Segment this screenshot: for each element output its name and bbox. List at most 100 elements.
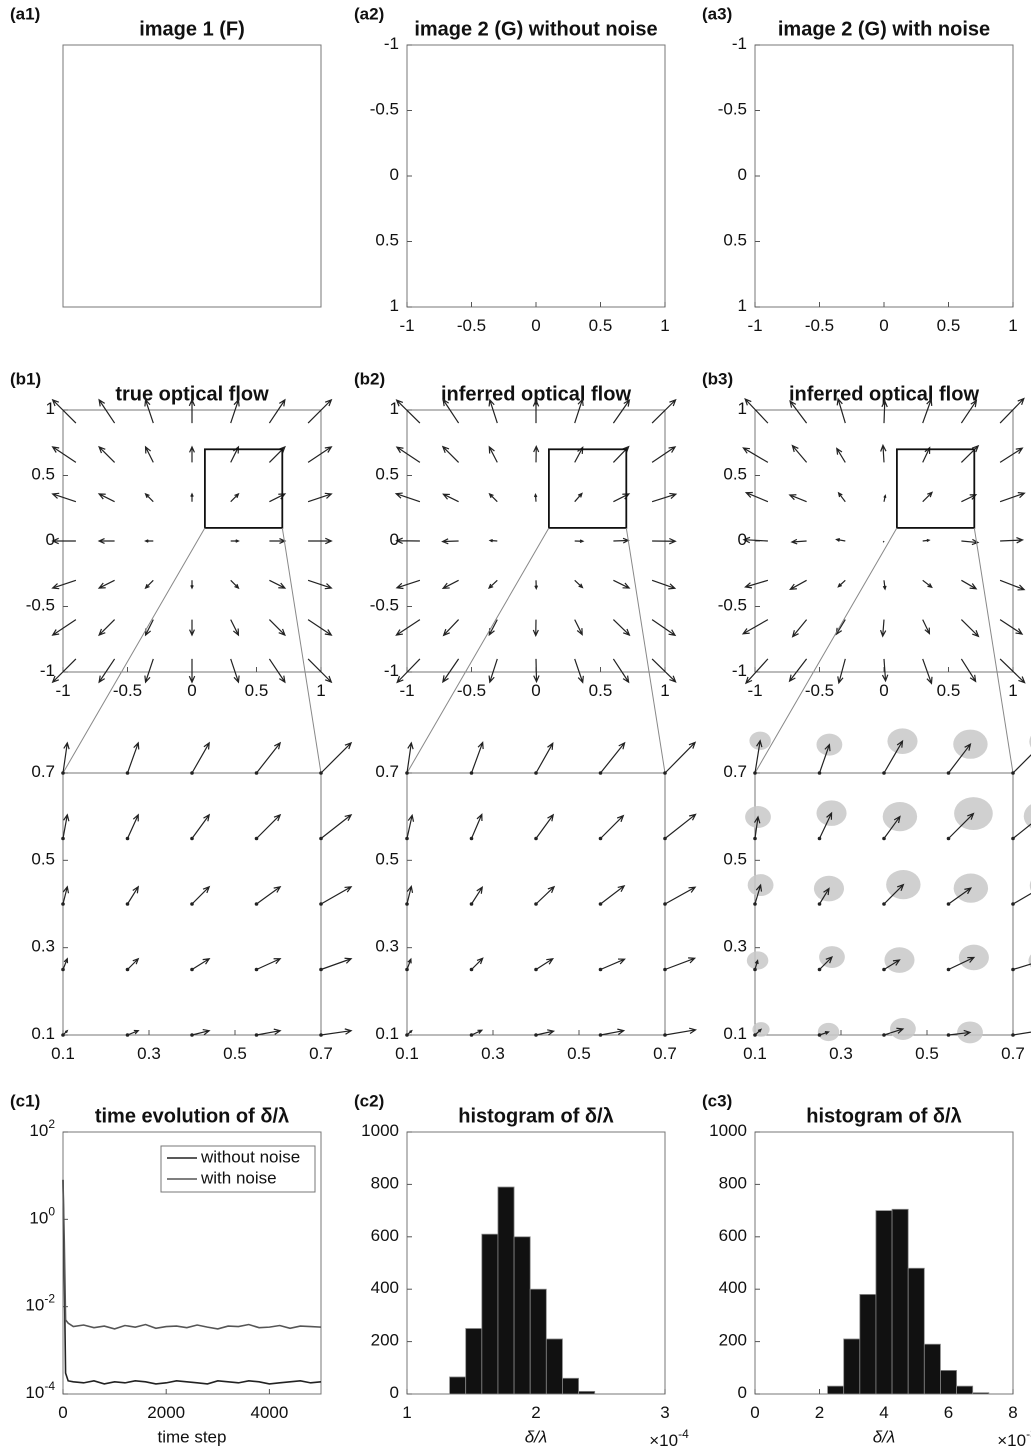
tick-label: 0 [390, 530, 399, 549]
tick-label: 0 [738, 1383, 747, 1402]
flow-arrow [665, 814, 696, 838]
tick-text: -1 [399, 316, 414, 335]
arrow-base [534, 902, 538, 906]
arrow-base [126, 1033, 130, 1037]
flow-arrow [53, 580, 76, 588]
tick-text: 0.1 [723, 1024, 747, 1043]
flow-arrow [443, 659, 459, 682]
flow-arrow [836, 620, 845, 635]
legend-label: with noise [200, 1168, 277, 1187]
tick-text: 1 [316, 681, 325, 700]
arrow-base [190, 771, 194, 775]
flow-arrow [882, 659, 887, 681]
flow-arrow [613, 580, 629, 588]
tick-label: 4 [879, 1403, 888, 1422]
arrow-base [319, 837, 323, 841]
tick-exponent: -4 [44, 1379, 55, 1393]
tick-text: 0.5 [723, 850, 747, 869]
zoom-connector [282, 528, 321, 773]
flow-arrow [443, 494, 458, 501]
flow-arrow [190, 620, 195, 635]
arrow-base [947, 837, 951, 841]
axes-box [407, 45, 665, 307]
flow-arrow [489, 580, 497, 588]
flow-arrow [192, 959, 209, 970]
zoom-connector [626, 528, 665, 773]
tick-text: 0.1 [51, 1044, 75, 1063]
tick-label: 0.3 [375, 937, 399, 956]
flow-arrow [923, 580, 932, 587]
tick-label: 1 [1008, 681, 1017, 700]
flow-arrow [231, 620, 239, 635]
tick-label: 2 [815, 1403, 824, 1422]
flow-arrow [191, 494, 193, 502]
flow-arrow [961, 620, 978, 637]
tick-label: 0.7 [653, 1044, 677, 1063]
arrow-base [818, 837, 822, 841]
flow-arrow [146, 620, 154, 635]
tick-exponent: 0 [48, 1205, 55, 1219]
arrow-base [663, 837, 667, 841]
tick-label: -1 [399, 316, 414, 335]
flow-arrow [535, 580, 538, 588]
flow-arrow [601, 959, 625, 969]
plot-area [53, 400, 332, 682]
arrow-base [319, 771, 323, 775]
panel-label: (c2) [354, 1091, 384, 1110]
flow-arrow [257, 887, 281, 904]
tick-text: 0.7 [1001, 1044, 1025, 1063]
arrow-base [319, 1033, 323, 1037]
tick-label: 1 [738, 399, 747, 418]
tick-text: 0 [531, 316, 540, 335]
arrow-base [190, 837, 194, 841]
flow-arrow [882, 401, 887, 423]
flow-arrow [575, 493, 582, 501]
flow-arrow [652, 620, 675, 636]
flow-arrow [397, 447, 420, 462]
flow-arrow [128, 743, 139, 773]
tick-text: 0.7 [31, 762, 55, 781]
flow-arrow [407, 886, 413, 904]
zoom-connector [63, 528, 205, 773]
flow-arrow [790, 495, 807, 502]
tick-label: 0.7 [31, 762, 55, 781]
arrow-base [753, 902, 757, 906]
tick-exponent: -2 [44, 1292, 55, 1306]
tick-label: -1 [399, 681, 414, 700]
flow-arrow [321, 887, 351, 904]
tick-text: 1000 [709, 1121, 747, 1140]
flow-arrow [128, 887, 139, 904]
flow-arrow [961, 659, 975, 681]
arrow-base [599, 1033, 603, 1037]
flow-arrow [269, 539, 284, 544]
flow-arrow [308, 447, 331, 462]
tick-text: -0.5 [113, 681, 142, 700]
flow-arrow [746, 659, 768, 683]
arrow-base [882, 1033, 886, 1037]
flow-arrow [472, 887, 483, 904]
arrow-base [882, 771, 886, 775]
tick-text: -0.5 [457, 681, 486, 700]
tick-text: -0.5 [805, 681, 834, 700]
tick-text: 0.7 [375, 762, 399, 781]
tick-label: 0.5 [375, 231, 399, 250]
histogram-bar [530, 1289, 546, 1394]
tick-label: -0.5 [457, 681, 486, 700]
plot-area [755, 1132, 1013, 1394]
flow-arrow [792, 539, 807, 544]
arrow-base [255, 771, 259, 775]
arrow-base [753, 1033, 757, 1037]
tick-label: 0 [390, 165, 399, 184]
tick-text: 0.3 [723, 937, 747, 956]
panel-title: image 2 (G) with noise [778, 18, 990, 40]
tick-text: 200 [719, 1331, 747, 1350]
tick-text: 2 [815, 1403, 824, 1422]
flow-arrow [923, 539, 929, 541]
flow-arrow [145, 659, 153, 682]
tick-label: 0 [58, 1403, 67, 1422]
plot-area [61, 743, 351, 1037]
flow-arrow [746, 492, 768, 501]
arrow-base [405, 771, 409, 775]
tick-label: 0.7 [1001, 1044, 1025, 1063]
tick-label: 600 [719, 1226, 747, 1245]
